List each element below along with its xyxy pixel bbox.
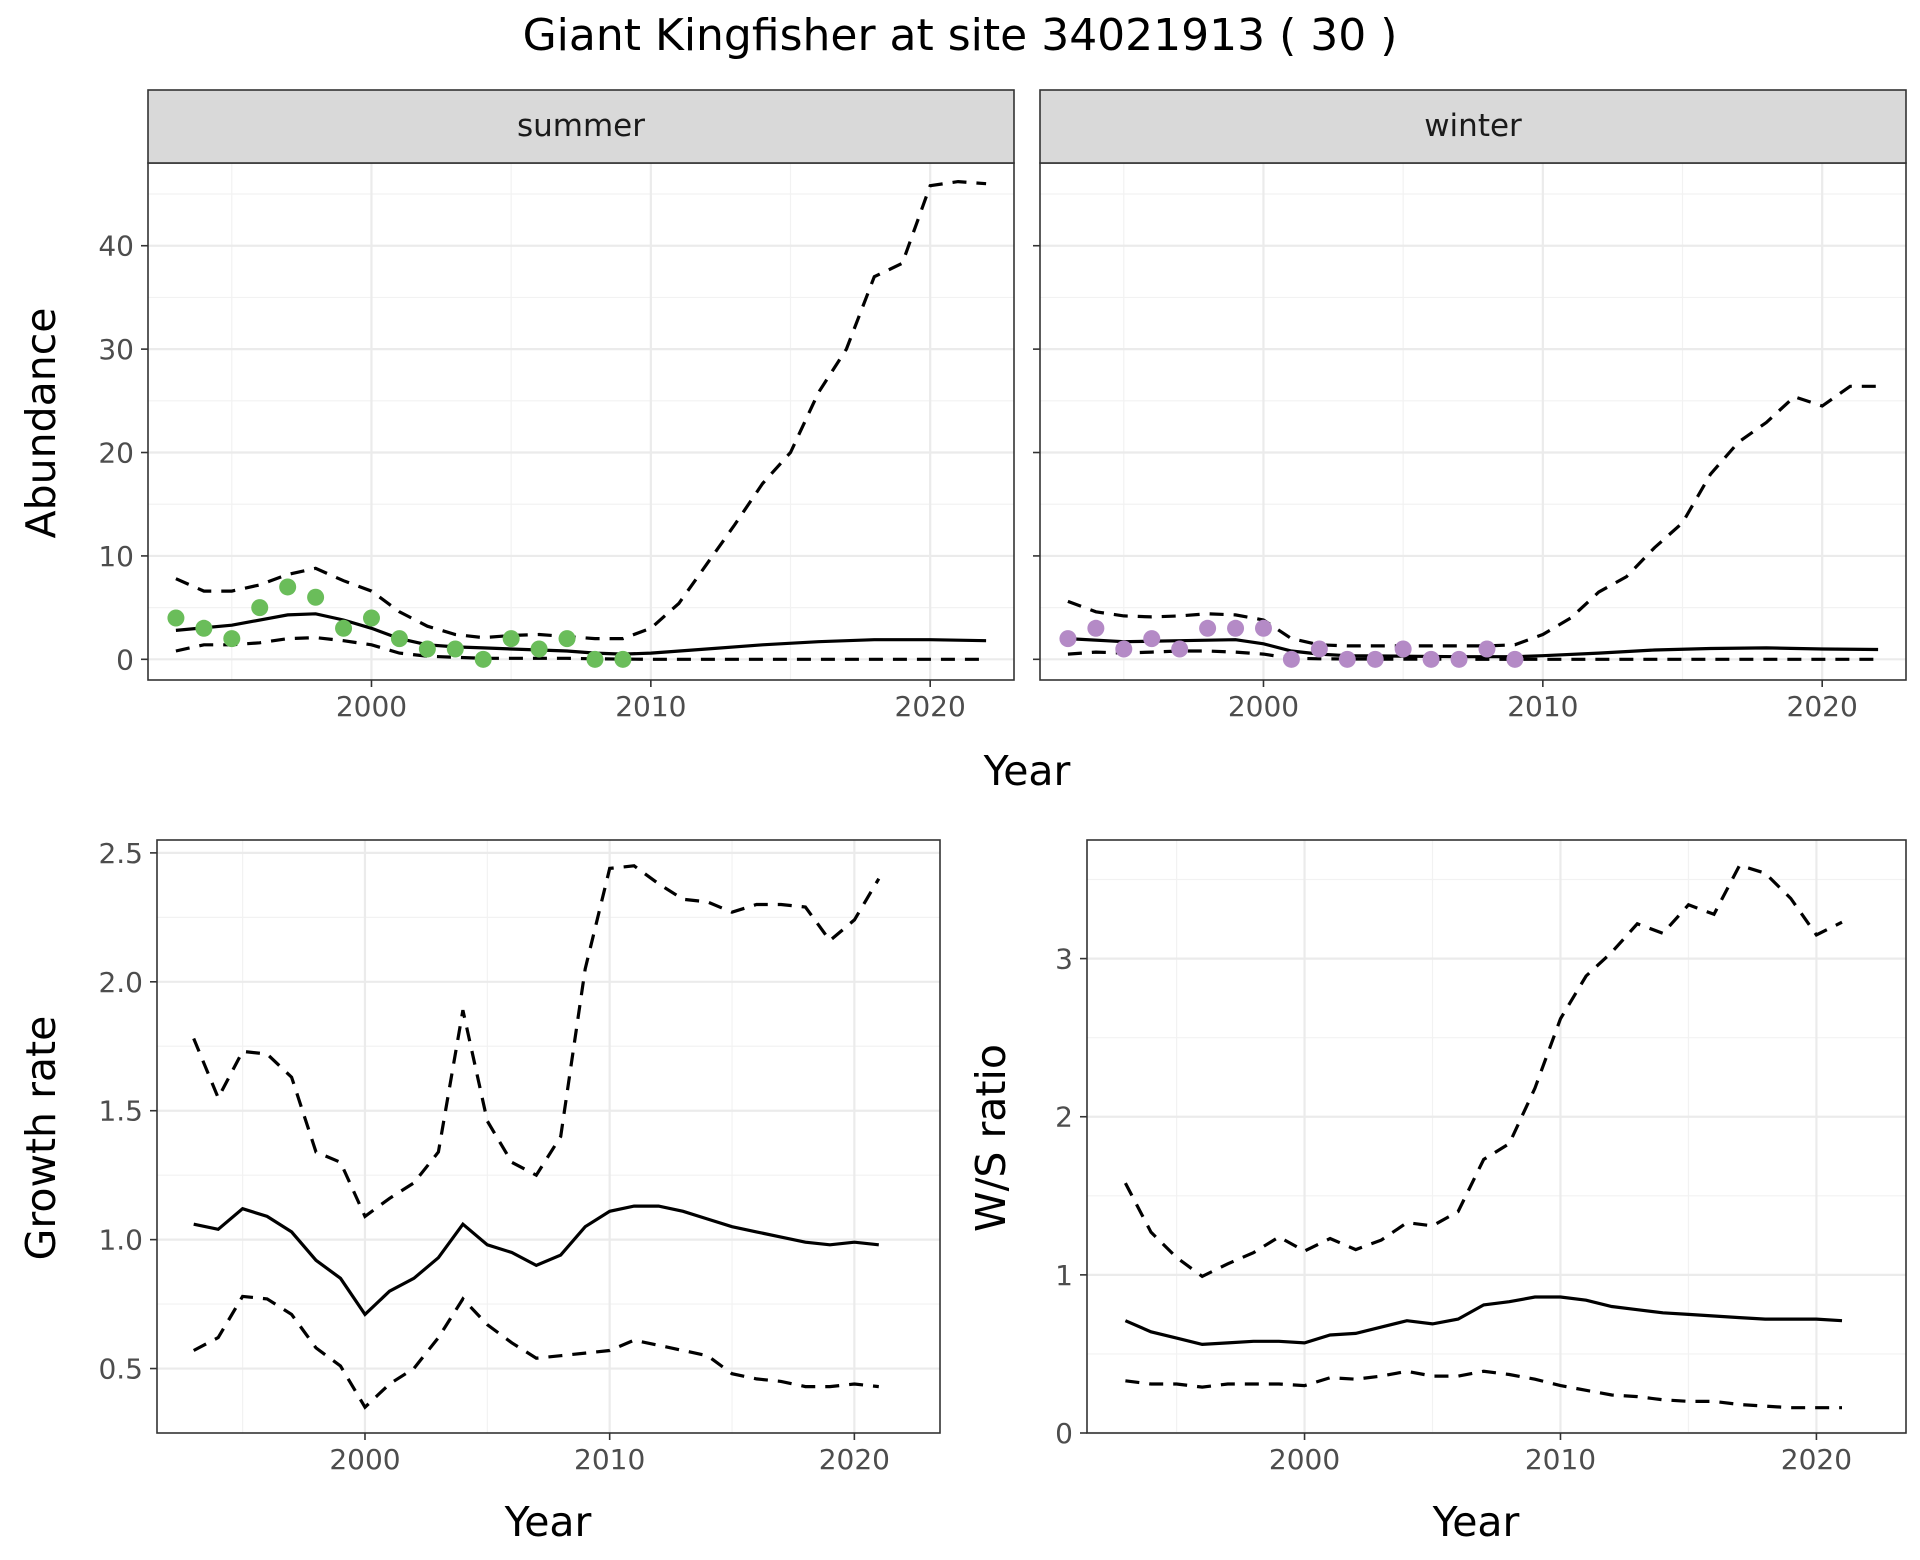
y-tick-label: 0 bbox=[116, 643, 134, 676]
data-point bbox=[1506, 650, 1524, 668]
data-point bbox=[1059, 630, 1077, 648]
estimate-line bbox=[1124, 1295, 1843, 1347]
y-tick-label: 2.0 bbox=[98, 966, 143, 999]
x-tick-label: 2010 bbox=[1525, 1443, 1596, 1476]
y-tick-label: 30 bbox=[98, 333, 134, 366]
data-point bbox=[1143, 630, 1161, 648]
panel-border bbox=[156, 839, 941, 1434]
top-y-axis-title: Abundance bbox=[17, 308, 65, 539]
data-point bbox=[1199, 619, 1217, 637]
ws-y-axis-title: W/S ratio bbox=[967, 1044, 1015, 1232]
data-point bbox=[1450, 650, 1468, 668]
panel-border bbox=[1086, 839, 1907, 1434]
data-point bbox=[251, 599, 269, 617]
plot-area bbox=[1040, 163, 1906, 680]
y-tick-label: 1.0 bbox=[98, 1224, 143, 1257]
y-tick-label: 0.5 bbox=[98, 1353, 143, 1386]
upper-ci-line bbox=[1067, 384, 1879, 648]
x-tick-label: 2020 bbox=[895, 690, 966, 723]
x-tick-label: 2010 bbox=[574, 1443, 645, 1476]
data-point bbox=[558, 630, 576, 648]
data-point bbox=[502, 630, 520, 648]
data-point bbox=[1310, 640, 1328, 658]
panel-ws-ratio: 2000 2010 2020 0 1 2 3 bbox=[1055, 839, 1907, 1476]
plot-area bbox=[157, 840, 940, 1433]
x-tick-label: 2000 bbox=[329, 1443, 400, 1476]
estimate-line bbox=[175, 612, 987, 656]
data-point bbox=[1087, 619, 1105, 637]
data-point bbox=[1254, 619, 1272, 637]
x-tick-label: 2020 bbox=[819, 1443, 890, 1476]
y-tick-label: 40 bbox=[98, 230, 134, 263]
y-tick-label: 2.5 bbox=[98, 837, 143, 870]
x-tick-label: 2020 bbox=[1787, 690, 1858, 723]
growth-y-axis-title: Growth rate bbox=[17, 1016, 65, 1261]
ws-x-axis-title: Year bbox=[1432, 1498, 1520, 1546]
data-point bbox=[1478, 640, 1496, 658]
data-point bbox=[1171, 640, 1189, 658]
y-tick-label: 10 bbox=[98, 540, 134, 573]
data-point bbox=[614, 650, 632, 668]
data-point bbox=[307, 588, 325, 606]
top-x-axis-title: Year bbox=[983, 747, 1071, 795]
data-point bbox=[390, 630, 408, 648]
data-point bbox=[586, 650, 604, 668]
data-point bbox=[418, 640, 436, 658]
lower-ci-line bbox=[192, 1294, 879, 1410]
data-point bbox=[195, 619, 213, 637]
estimate-line bbox=[193, 1204, 879, 1317]
facet-strip-label: summer bbox=[517, 108, 645, 144]
data-point bbox=[530, 640, 548, 658]
facet-strip-label: winter bbox=[1424, 108, 1522, 144]
y-tick-label: 0 bbox=[1055, 1417, 1073, 1450]
y-tick-label: 2 bbox=[1055, 1101, 1073, 1134]
data-point bbox=[167, 609, 185, 627]
x-tick-label: 2000 bbox=[1228, 690, 1299, 723]
facet-strip bbox=[1039, 89, 1907, 164]
x-tick-label: 2020 bbox=[1781, 1443, 1852, 1476]
data-point bbox=[446, 640, 464, 658]
data-point bbox=[1227, 619, 1245, 637]
data-point bbox=[1282, 650, 1300, 668]
upper-ci-line bbox=[1123, 863, 1843, 1279]
y-tick-label: 20 bbox=[98, 437, 134, 470]
data-point bbox=[474, 650, 492, 668]
x-tick-label: 2010 bbox=[615, 690, 686, 723]
data-point bbox=[223, 630, 241, 648]
data-point bbox=[362, 609, 380, 627]
plot-area bbox=[1087, 840, 1906, 1433]
data-point bbox=[1394, 640, 1412, 658]
x-tick-label: 2000 bbox=[1269, 1443, 1340, 1476]
panel-summer: 2000 2010 2020 0 10 20 30 40 summer bbox=[98, 89, 1015, 723]
x-tick-label: 2010 bbox=[1507, 690, 1578, 723]
plot-area bbox=[148, 163, 1014, 680]
panel-growth-rate: 2000 2010 2020 0.5 1.0 1.5 2.0 2.5 bbox=[98, 837, 941, 1476]
upper-ci-line bbox=[192, 864, 881, 1219]
data-point bbox=[335, 619, 353, 637]
data-point bbox=[279, 578, 297, 596]
panel-winter: 2000 2010 2020 winter bbox=[1033, 89, 1907, 723]
facet-strip bbox=[147, 89, 1015, 164]
data-point bbox=[1366, 650, 1384, 668]
data-point bbox=[1422, 650, 1440, 668]
data-point bbox=[1115, 640, 1133, 658]
y-tick-label: 1.5 bbox=[98, 1095, 143, 1128]
figure-title: Giant Kingfisher at site 34021913 ( 30 ) bbox=[523, 10, 1398, 61]
x-tick-label: 2000 bbox=[336, 690, 407, 723]
lower-ci-line bbox=[1125, 1369, 1842, 1410]
y-tick-label: 1 bbox=[1055, 1259, 1073, 1292]
growth-x-axis-title: Year bbox=[504, 1498, 592, 1546]
data-point bbox=[1338, 650, 1356, 668]
y-tick-label: 3 bbox=[1055, 943, 1073, 976]
